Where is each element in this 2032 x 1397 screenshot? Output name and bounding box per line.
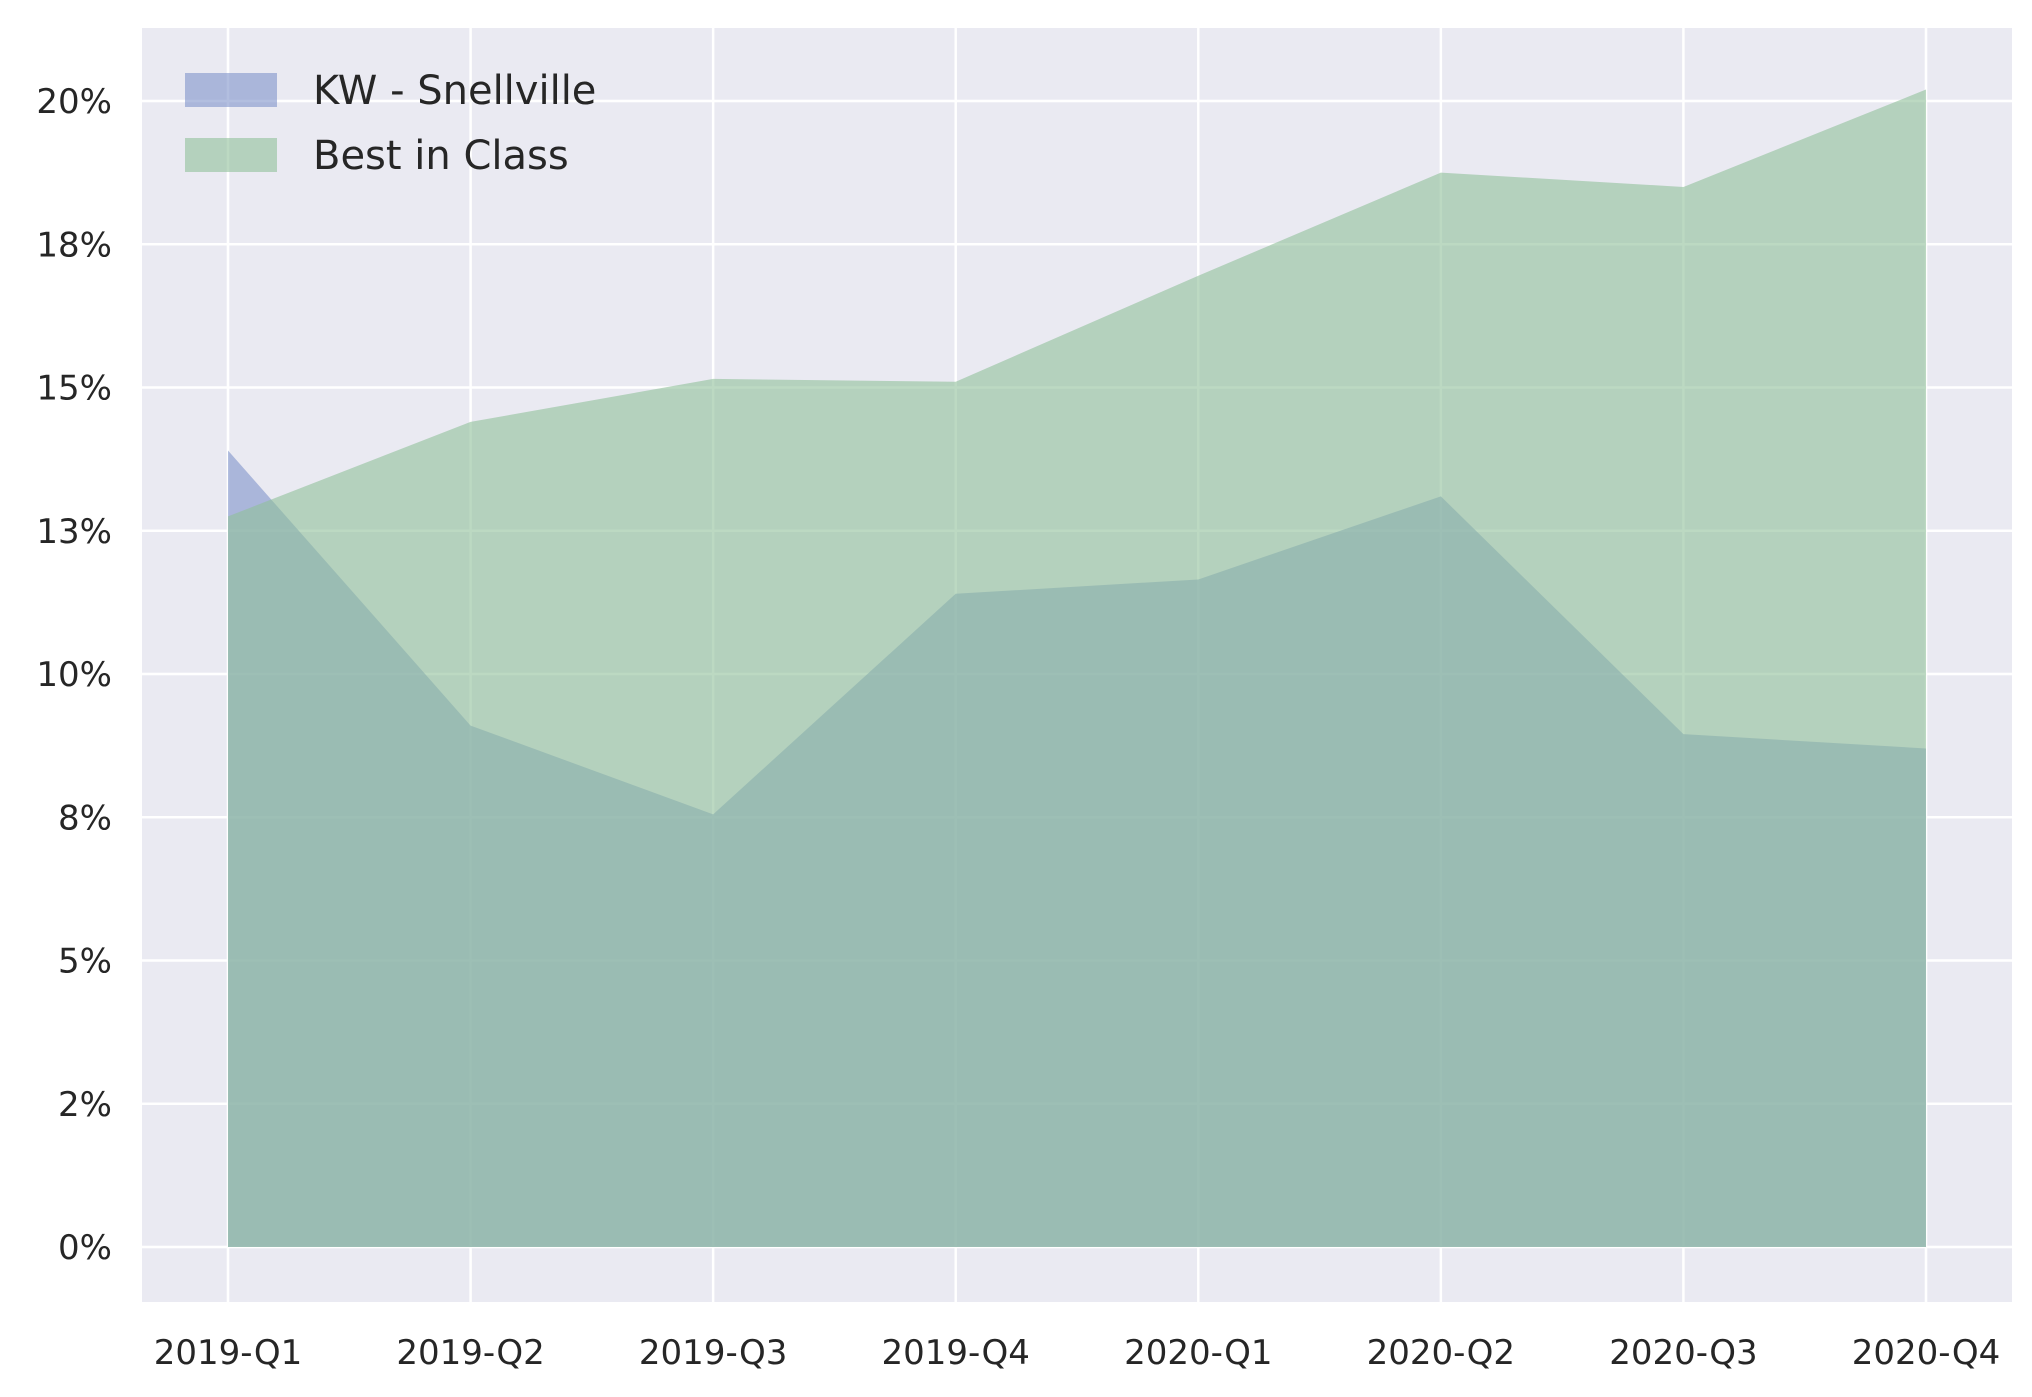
y-tick-label: 10% (36, 655, 112, 695)
x-axis-ticks: 2019-Q1 2019-Q2 2019-Q3 2019-Q4 2020-Q1 2020-… (154, 1333, 2000, 1373)
y-tick-label: 2% (58, 1085, 112, 1125)
x-tick-label: 2020-Q3 (1609, 1333, 1757, 1373)
x-tick-label: 2019-Q1 (154, 1333, 302, 1373)
y-tick-label: 13% (36, 512, 112, 552)
legend-label-kw-snellville: KW - Snellville (313, 68, 596, 114)
y-tick-label: 0% (58, 1228, 112, 1268)
y-tick-label: 8% (58, 798, 112, 838)
x-tick-label: 2019-Q3 (639, 1333, 787, 1373)
x-tick-label: 2020-Q1 (1124, 1333, 1272, 1373)
legend-swatch-best-in-class (185, 138, 277, 172)
x-tick-label: 2019-Q4 (881, 1333, 1029, 1373)
legend-label-best-in-class: Best in Class (313, 133, 569, 179)
y-tick-label: 18% (36, 225, 112, 265)
area-series (228, 89, 1926, 1247)
legend-swatch-kw-snellville (185, 73, 277, 107)
y-tick-label: 5% (58, 942, 112, 982)
x-tick-label: 2019-Q2 (396, 1333, 544, 1373)
x-tick-label: 2020-Q4 (1852, 1333, 2000, 1373)
y-tick-label: 15% (36, 369, 112, 409)
x-tick-label: 2020-Q2 (1367, 1333, 1515, 1373)
legend: KW - Snellville Best in Class (185, 68, 596, 179)
y-tick-label: 20% (36, 82, 112, 122)
area-best-in-class (228, 89, 1926, 1247)
y-axis-ticks: 0% 2% 5% 8% 10% 13% 15% 18% 20% (36, 82, 112, 1268)
